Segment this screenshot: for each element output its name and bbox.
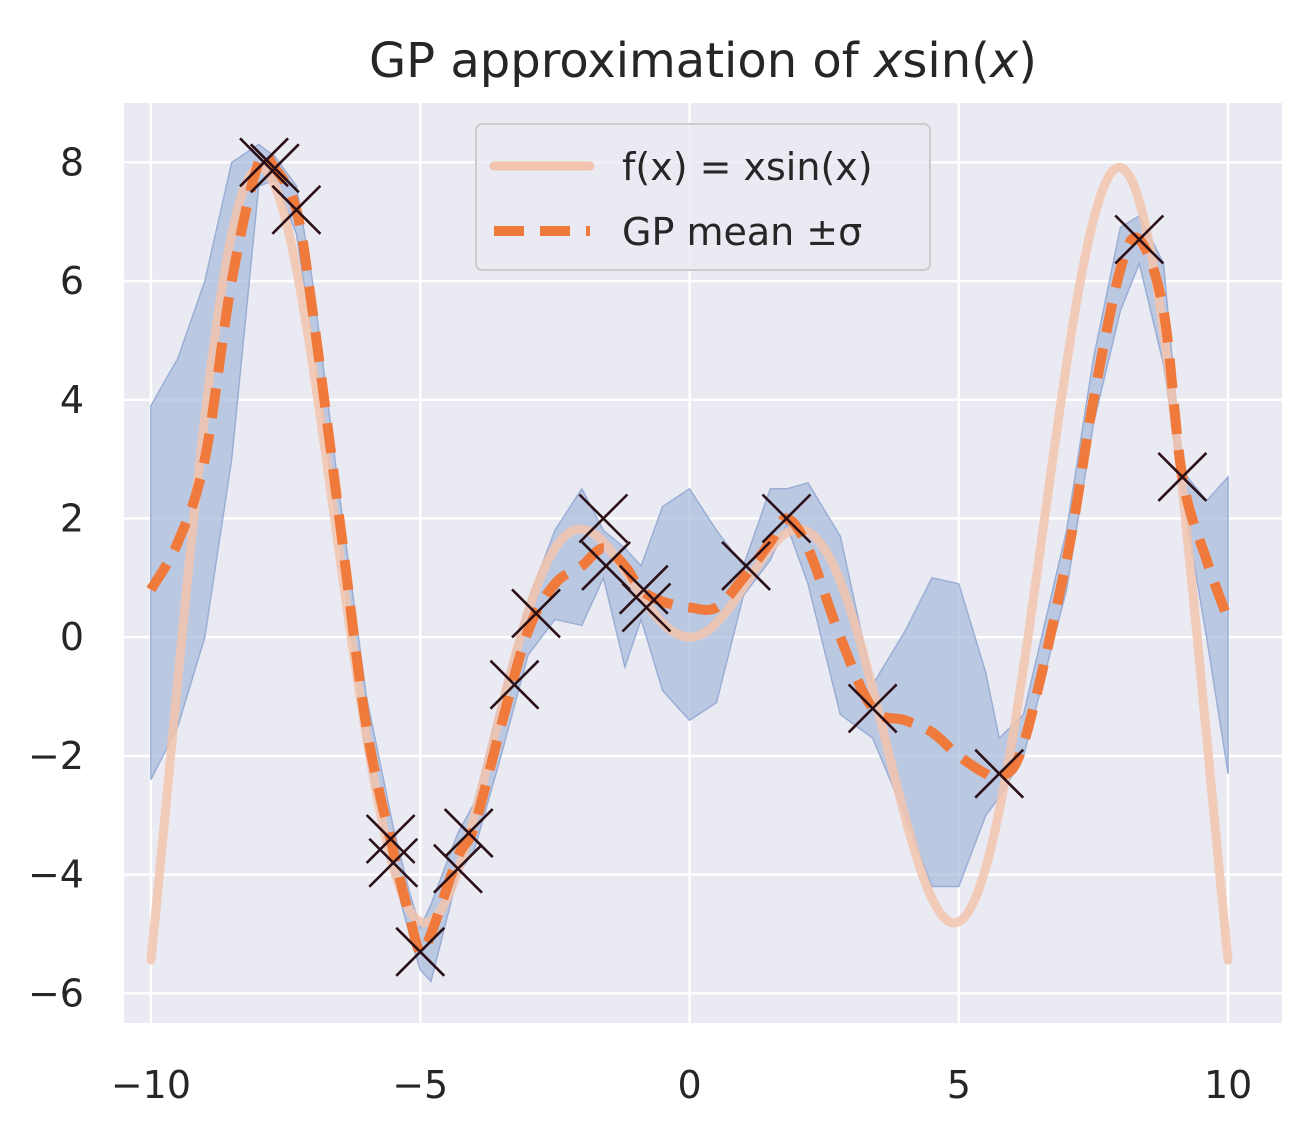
x-tick-label: 10 <box>1204 1063 1252 1107</box>
observation-marker <box>271 184 322 235</box>
x-tick-label: −10 <box>111 1063 191 1107</box>
observation-marker <box>395 926 446 977</box>
x-tick-label: 5 <box>947 1063 971 1107</box>
gp-mean-line <box>146 148 1233 958</box>
observation-marker <box>249 143 300 194</box>
observation-marker <box>1157 452 1208 502</box>
y-tick-label: 2 <box>60 496 84 540</box>
title-close: ) <box>1018 33 1037 89</box>
y-tick-label: −4 <box>28 853 84 897</box>
observation-marker <box>489 659 540 710</box>
true-function-line <box>146 162 1233 965</box>
observation-marker <box>974 748 1025 799</box>
title-var-2: x <box>988 33 1019 89</box>
observation-marker <box>368 837 419 888</box>
observation-marker <box>621 582 672 633</box>
y-tick-label: 8 <box>60 140 84 184</box>
legend: f(x) = xsin(x) GP mean ±σ <box>475 123 931 271</box>
observation-marker <box>847 683 898 734</box>
legend-label-true-function: f(x) = xsin(x) <box>622 145 873 189</box>
observation-marker <box>581 541 631 591</box>
observation-marker <box>1114 214 1165 265</box>
tick-labels: −10 −5 0 5 10 −6 −4 −2 0 2 4 6 8 <box>28 140 1252 1107</box>
chart-title: GP approximation of xsin(x) <box>369 33 1037 89</box>
x-tick-label: −5 <box>392 1063 448 1107</box>
observation-markers <box>239 137 1208 977</box>
observation-marker <box>239 137 289 188</box>
y-tick-label: 0 <box>60 615 84 659</box>
observation-marker <box>618 564 669 615</box>
observation-marker <box>433 843 483 894</box>
y-tick-label: 6 <box>60 259 84 303</box>
observation-marker <box>578 493 629 544</box>
title-var-1: x <box>872 33 903 89</box>
observation-marker <box>511 588 561 639</box>
y-tick-label: −6 <box>28 971 84 1015</box>
x-tick-label: 0 <box>677 1063 701 1107</box>
observation-marker <box>761 493 812 544</box>
title-prefix: GP approximation of <box>369 33 874 89</box>
legend-label-gp-mean: GP mean ±σ <box>622 210 862 254</box>
observation-marker <box>443 808 494 858</box>
observation-marker <box>365 814 416 864</box>
y-tick-label: 4 <box>60 378 84 422</box>
y-tick-label: −2 <box>28 734 84 778</box>
title-sin: sin( <box>902 33 990 89</box>
true-function-path <box>146 162 1233 965</box>
gp-mean-path <box>146 148 1233 958</box>
observation-marker <box>721 541 772 591</box>
